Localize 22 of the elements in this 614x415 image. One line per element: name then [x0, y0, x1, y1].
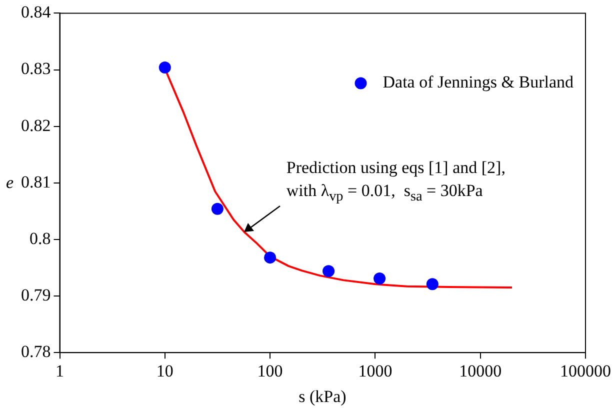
- x-tick-label: 100: [257, 361, 283, 380]
- y-axis-title: e: [6, 172, 14, 193]
- point: [264, 252, 276, 264]
- x-tick-label: 10000: [459, 361, 502, 380]
- x-tick-label: 1000: [358, 361, 392, 380]
- y-tick-label: 0.82: [21, 116, 51, 135]
- legend-label: Data of Jennings & Burland: [382, 72, 574, 92]
- y-tick-label: 0.78: [21, 342, 51, 362]
- point: [426, 278, 438, 290]
- y-tick-label: 0.79: [21, 286, 51, 304]
- point: [374, 272, 386, 284]
- x-tick-label: 100000: [560, 361, 611, 380]
- annotation: Prediction using eqs [1] and [2], with λ$_{vp}$ = 0.01, s$_{sa}$ = 30kPa: [286, 157, 506, 206]
- point: [158, 62, 171, 74]
- x-tick-label: 1: [56, 361, 64, 380]
- y-tick-label: 0.81: [21, 172, 51, 192]
- y-tick-label: 0.84: [21, 2, 52, 22]
- point: [211, 202, 224, 215]
- y-tick-label: 0.8: [30, 228, 51, 248]
- x-tick-label: 10: [156, 361, 174, 380]
- y-tick-label: 0.83: [21, 59, 51, 78]
- x-axis-title: s (kPa): [298, 387, 346, 407]
